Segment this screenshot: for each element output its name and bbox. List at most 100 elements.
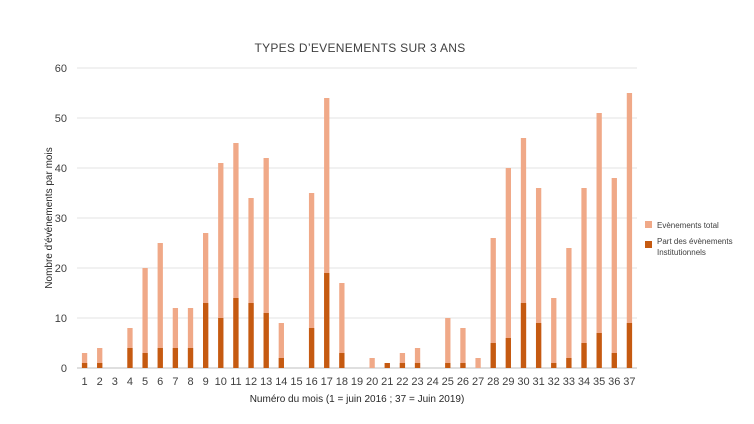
bar-total <box>187 308 194 368</box>
bar-institutional <box>611 353 617 368</box>
x-axis-label: Numéro du mois (1 = juin 2016 ; 37 = Jui… <box>250 394 465 405</box>
x-tick-label: 7 <box>172 376 178 388</box>
x-tick-label: 34 <box>578 376 590 388</box>
legend-label-total: Evènements total <box>657 221 719 230</box>
x-tick-label: 1 <box>82 376 88 388</box>
bar-institutional <box>596 333 602 368</box>
bar-institutional <box>535 323 542 368</box>
bar-total <box>535 188 542 368</box>
bar-total <box>263 158 269 368</box>
x-tick-label: 10 <box>215 376 227 388</box>
x-tick-label: 25 <box>442 376 454 388</box>
bars <box>81 93 633 368</box>
bar-total <box>551 298 557 368</box>
x-tick-label: 3 <box>112 376 118 388</box>
y-tick-label: 60 <box>55 63 67 75</box>
y-tick-label: 50 <box>55 113 67 125</box>
bar-total <box>460 328 466 368</box>
bar-total <box>475 358 481 368</box>
x-tick-label: 30 <box>517 376 529 388</box>
x-tick-label: 8 <box>187 376 193 388</box>
bar-total <box>172 308 179 368</box>
bar-total <box>414 348 421 368</box>
y-axis-label: Nombre d'événements par mois <box>44 147 55 288</box>
y-tick-label: 40 <box>55 163 67 175</box>
bar-institutional <box>460 363 466 368</box>
bar-total <box>626 93 633 368</box>
bar-institutional <box>551 363 557 368</box>
bar-institutional <box>218 318 224 368</box>
bar-institutional <box>263 313 269 368</box>
bar-institutional <box>233 298 239 368</box>
x-tick-label: 36 <box>608 376 620 388</box>
bar-institutional <box>581 343 587 368</box>
bar-total <box>581 188 587 368</box>
bar-total <box>97 348 103 368</box>
chart-title: TYPES D’EVENEMENTS SUR 3 ANS <box>254 41 465 55</box>
x-tick-label: 16 <box>305 376 317 388</box>
bar-total <box>157 243 163 368</box>
bar-institutional <box>308 328 315 368</box>
x-tick-label: 27 <box>472 376 484 388</box>
x-tick-label: 15 <box>290 376 302 388</box>
bar-institutional <box>278 358 284 368</box>
bar-institutional <box>187 348 194 368</box>
bar-total <box>308 193 315 368</box>
gridlines <box>77 67 637 369</box>
y-tick-label: 0 <box>61 363 67 375</box>
x-tick-label: 21 <box>381 376 393 388</box>
bar-total <box>520 138 527 368</box>
x-axis-ticks: 1 2 3 4 5 6 7 8 9 10 11 12 13 14 15 16 17 18 19 20 21 22 23 24 2… <box>82 376 636 388</box>
legend-swatch-total <box>645 221 652 228</box>
bar-total <box>490 238 496 368</box>
bar-total <box>81 353 88 368</box>
x-tick-label: 14 <box>275 376 287 388</box>
bar-total <box>566 248 572 368</box>
bar-institutional <box>172 348 179 368</box>
x-tick-label: 6 <box>157 376 163 388</box>
bar-total <box>203 233 209 368</box>
y-tick-label: 30 <box>55 213 67 225</box>
x-tick-label: 24 <box>427 376 439 388</box>
bar-total <box>596 113 602 368</box>
x-tick-label: 26 <box>457 376 469 388</box>
bar-total <box>611 178 617 368</box>
x-tick-label: 13 <box>260 376 272 388</box>
bar-institutional <box>490 343 496 368</box>
x-tick-label: 32 <box>548 376 560 388</box>
bar-institutional <box>339 353 345 368</box>
bar-total <box>339 283 345 368</box>
legend: Evènements total Part des évènements Ins… <box>645 221 733 257</box>
bar-total <box>324 98 330 368</box>
bar-institutional <box>127 348 133 368</box>
bar-institutional <box>324 273 330 368</box>
bar-total <box>142 268 148 368</box>
x-tick-label: 17 <box>321 376 333 388</box>
bar-total <box>248 198 254 368</box>
bar-institutional <box>626 323 633 368</box>
x-tick-label: 11 <box>230 376 241 388</box>
bar-total <box>505 168 511 368</box>
bar-institutional <box>97 363 103 368</box>
x-tick-label: 29 <box>502 376 514 388</box>
x-tick-label: 35 <box>593 376 605 388</box>
x-tick-label: 2 <box>97 376 103 388</box>
x-tick-label: 9 <box>203 376 209 388</box>
bar-institutional <box>384 363 390 368</box>
bar-total <box>233 143 239 368</box>
bar-institutional <box>157 348 163 368</box>
bar-institutional <box>203 303 209 368</box>
x-tick-label: 19 <box>351 376 363 388</box>
legend-label-institutional-line1: Part des évènements <box>657 237 733 246</box>
x-tick-label: 37 <box>623 376 635 388</box>
bar-total <box>445 318 451 368</box>
legend-label-institutional-line2: Institutionnels <box>657 248 706 257</box>
bar-total <box>218 163 224 368</box>
bar-total <box>399 353 406 368</box>
x-tick-label: 22 <box>396 376 408 388</box>
y-tick-label: 10 <box>55 313 67 325</box>
y-tick-label: 20 <box>55 263 67 275</box>
bar-institutional <box>520 303 527 368</box>
